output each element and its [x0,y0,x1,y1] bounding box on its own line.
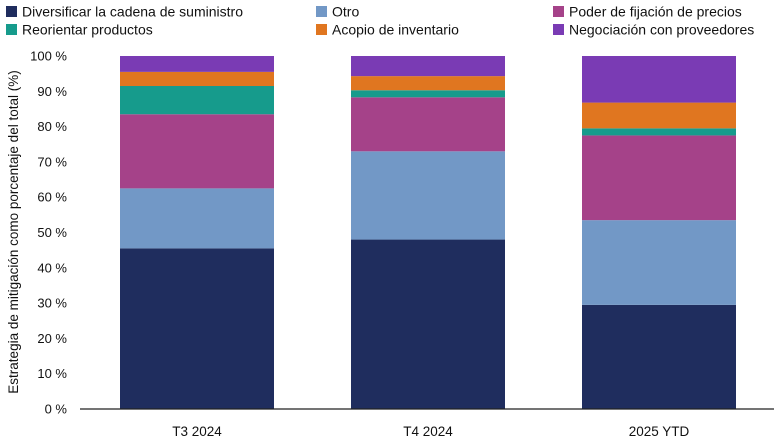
y-tick-label: 100 % [30,49,67,64]
y-axis-ticks: 0 % 10 % 20 % 30 % 40 % 50 % 60 % 70 % 80 % 90 % 1… [30,49,67,417]
legend-swatch [6,24,17,35]
x-category-label: T4 2024 [403,424,453,439]
bars [120,56,736,409]
bar-segment [351,97,505,152]
y-tick-label: 10 % [37,366,67,381]
bar-segment [582,135,736,221]
bar-segment [351,239,505,409]
x-axis-categories: T3 2024 T4 2024 2025 YTD [172,424,689,439]
bar-segment [351,76,505,91]
bar-segment [351,56,505,77]
legend-label: Poder de fijación de precios [569,4,742,20]
bar-segment [582,220,736,305]
bar-segment [120,114,274,189]
bar-segment [582,128,736,136]
bar-segment [582,102,736,129]
bar-segment [120,188,274,249]
legend-swatch [316,6,327,17]
bar-segment [351,90,505,98]
bar-segment [582,304,736,409]
y-tick-label: 90 % [37,84,67,99]
y-tick-label: 80 % [37,119,67,134]
legend-label: Negociación con proveedores [569,22,754,38]
bar-segment [120,56,274,72]
bar-segment [120,86,274,115]
y-tick-label: 60 % [37,190,67,205]
legend-label: Otro [332,4,359,20]
bar-segment [351,151,505,240]
y-tick-label: 50 % [37,225,67,240]
y-tick-label: 20 % [37,331,67,346]
legend: Diversificar la cadena de suministro Otro… [6,4,754,38]
y-axis-label: Estrategia de mitigación como porcentaje… [6,70,21,393]
bar-segment [120,71,274,87]
x-category-label: T3 2024 [172,424,222,439]
legend-swatch [6,6,17,17]
bar-segment [582,56,736,103]
legend-swatch [553,24,564,35]
legend-swatch [316,24,327,35]
y-tick-label: 0 % [45,402,68,417]
legend-swatch [553,6,564,17]
y-tick-label: 30 % [37,296,67,311]
legend-label: Diversificar la cadena de suministro [22,4,243,20]
x-category-label: 2025 YTD [629,424,690,439]
legend-label: Acopio de inventario [332,22,459,38]
legend-label: Reorientar productos [22,22,153,38]
bar-segment [120,248,274,409]
y-tick-label: 40 % [37,260,67,275]
y-tick-label: 70 % [37,154,67,169]
